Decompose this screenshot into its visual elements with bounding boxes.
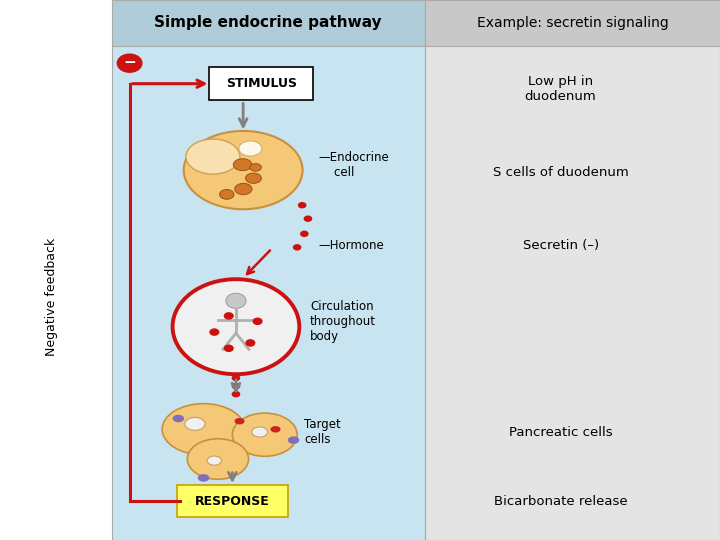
Ellipse shape <box>271 426 281 433</box>
Ellipse shape <box>233 413 297 456</box>
Text: Simple endocrine pathway: Simple endocrine pathway <box>154 16 382 30</box>
Text: —Endocrine
    cell: —Endocrine cell <box>319 151 390 179</box>
Ellipse shape <box>198 474 210 482</box>
Ellipse shape <box>173 415 184 422</box>
Bar <box>425 0 720 46</box>
FancyBboxPatch shape <box>176 485 288 517</box>
Ellipse shape <box>207 456 222 465</box>
Circle shape <box>224 345 234 352</box>
Ellipse shape <box>233 159 252 171</box>
Circle shape <box>293 244 302 251</box>
Circle shape <box>246 339 256 347</box>
Ellipse shape <box>235 418 245 424</box>
Ellipse shape <box>184 131 302 209</box>
Text: Circulation
throughout
body: Circulation throughout body <box>310 300 376 343</box>
Circle shape <box>173 279 300 374</box>
Text: Pancreatic cells: Pancreatic cells <box>509 426 613 438</box>
Text: Bicarbonate release: Bicarbonate release <box>494 495 627 508</box>
Text: STIMULUS: STIMULUS <box>225 77 297 90</box>
Circle shape <box>253 318 263 325</box>
Ellipse shape <box>162 404 245 455</box>
Circle shape <box>300 231 309 237</box>
Circle shape <box>232 391 240 397</box>
Text: Example: secretin signaling: Example: secretin signaling <box>477 16 668 30</box>
Circle shape <box>304 215 312 222</box>
Text: Secretin (–): Secretin (–) <box>523 239 598 252</box>
Text: Negative feedback: Negative feedback <box>45 238 58 356</box>
Ellipse shape <box>252 427 268 437</box>
Circle shape <box>298 202 307 208</box>
Circle shape <box>117 53 143 73</box>
FancyBboxPatch shape <box>209 67 313 100</box>
Bar <box>425 46 720 540</box>
Ellipse shape <box>250 164 261 171</box>
Text: Low pH in
duodenum: Low pH in duodenum <box>525 75 596 103</box>
Text: RESPONSE: RESPONSE <box>195 495 270 508</box>
Ellipse shape <box>235 183 252 195</box>
Text: Target
cells: Target cells <box>305 418 341 446</box>
Circle shape <box>232 383 240 389</box>
Ellipse shape <box>185 417 205 430</box>
Circle shape <box>210 328 220 336</box>
Text: −: − <box>123 55 136 70</box>
Ellipse shape <box>239 141 262 156</box>
Ellipse shape <box>187 438 248 480</box>
Ellipse shape <box>288 436 300 444</box>
Ellipse shape <box>186 139 240 174</box>
Circle shape <box>226 293 246 308</box>
Text: S cells of duodenum: S cells of duodenum <box>492 166 629 179</box>
Ellipse shape <box>246 173 261 183</box>
Bar <box>112 0 425 46</box>
Bar <box>112 46 425 540</box>
Text: —Hormone: —Hormone <box>319 239 384 252</box>
Ellipse shape <box>220 190 234 199</box>
Circle shape <box>232 375 240 381</box>
Circle shape <box>224 312 234 320</box>
